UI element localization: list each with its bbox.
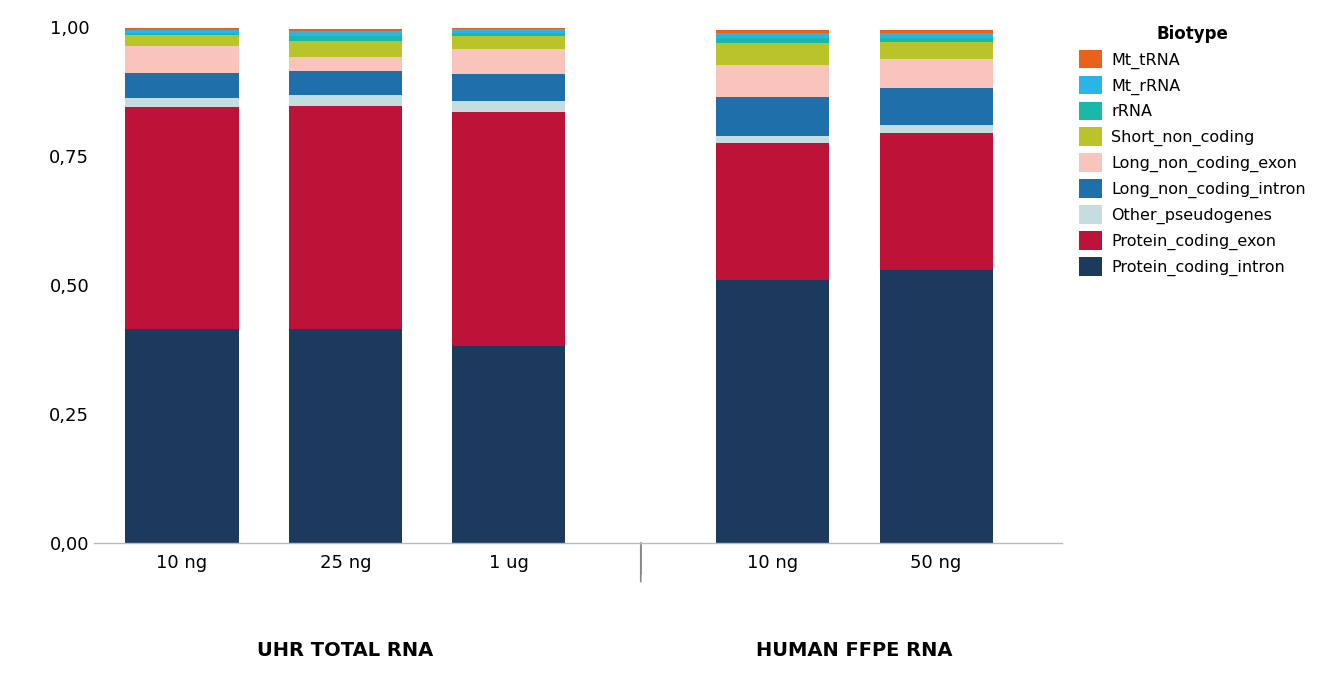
Bar xyxy=(716,38,829,43)
Bar xyxy=(125,329,239,543)
Bar xyxy=(716,280,829,543)
Bar xyxy=(879,42,993,59)
Bar xyxy=(452,346,566,543)
Bar xyxy=(879,31,993,33)
Bar xyxy=(289,71,402,95)
Bar xyxy=(289,41,402,56)
Bar xyxy=(452,49,566,73)
Bar xyxy=(289,106,402,329)
Bar xyxy=(716,136,829,143)
Bar xyxy=(289,31,402,36)
Bar xyxy=(125,30,239,33)
Bar xyxy=(452,36,566,49)
Bar xyxy=(289,329,402,543)
Bar xyxy=(716,65,829,97)
Bar xyxy=(289,95,402,106)
Bar xyxy=(716,97,829,136)
Bar xyxy=(879,270,993,543)
Bar xyxy=(452,101,566,112)
Bar xyxy=(289,29,402,31)
Bar xyxy=(289,56,402,71)
Bar xyxy=(125,46,239,73)
Bar xyxy=(716,43,829,65)
Bar xyxy=(879,59,993,88)
Bar xyxy=(879,33,993,38)
Bar xyxy=(879,125,993,133)
Bar xyxy=(716,33,829,38)
Bar xyxy=(716,143,829,280)
Text: HUMAN FFPE RNA: HUMAN FFPE RNA xyxy=(757,641,953,660)
Bar xyxy=(452,112,566,346)
Bar xyxy=(716,31,829,33)
Bar xyxy=(125,98,239,107)
Bar xyxy=(125,107,239,329)
Bar xyxy=(289,36,402,41)
Bar xyxy=(452,33,566,36)
Legend: Mt_tRNA, Mt_rRNA, rRNA, Short_non_coding, Long_non_coding_exon, Long_non_coding_: Mt_tRNA, Mt_rRNA, rRNA, Short_non_coding… xyxy=(1079,25,1306,276)
Bar xyxy=(452,73,566,101)
Bar xyxy=(125,29,239,30)
Bar xyxy=(879,133,993,270)
Text: UHR TOTAL RNA: UHR TOTAL RNA xyxy=(257,641,434,660)
Bar xyxy=(879,38,993,42)
Bar xyxy=(879,88,993,125)
Bar xyxy=(452,29,566,33)
Bar xyxy=(125,33,239,35)
Bar xyxy=(125,35,239,46)
Bar xyxy=(125,73,239,98)
